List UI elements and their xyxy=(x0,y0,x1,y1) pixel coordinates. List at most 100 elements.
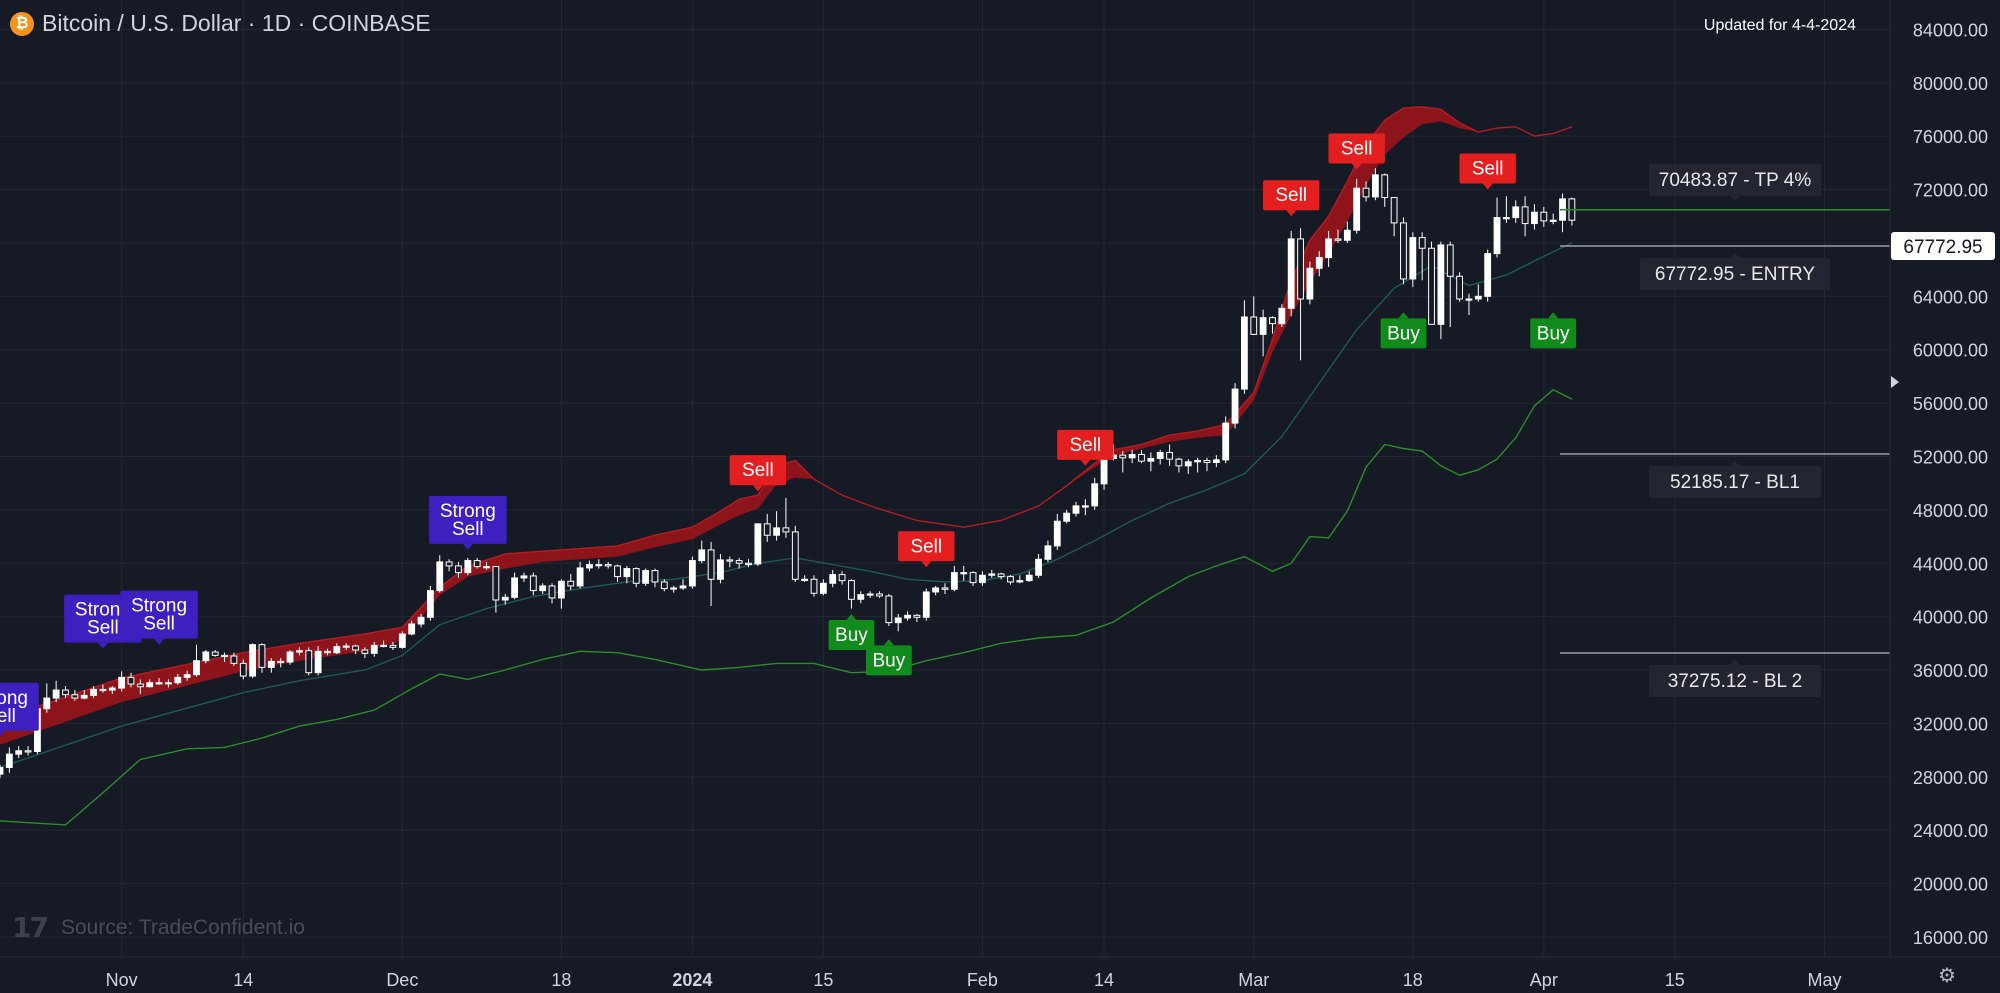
candle xyxy=(791,525,799,582)
candle xyxy=(389,642,397,651)
signal-buy[interactable]: Buy xyxy=(865,639,912,676)
signal-pointer xyxy=(1398,312,1409,319)
scale-arrow-icon[interactable] xyxy=(1891,376,1899,388)
candle-body-down xyxy=(324,650,331,654)
candle-body-down xyxy=(389,644,397,648)
candle-body-down xyxy=(660,581,668,590)
signal-pointer xyxy=(1482,183,1493,190)
signal-markers[interactable]: StrongSellStrongSellStrongSellStrongSell… xyxy=(0,133,1577,737)
signal-label: Sell xyxy=(1472,159,1504,180)
candle xyxy=(193,644,200,677)
candle-body-up xyxy=(1549,219,1557,222)
candle-body-down xyxy=(1521,206,1529,225)
candle xyxy=(1549,213,1557,225)
candle-body-up xyxy=(417,616,425,625)
x-tick-label: 18 xyxy=(551,970,571,990)
candle-body-down xyxy=(810,578,818,594)
last-price-label: 67772.95 xyxy=(1903,237,1982,258)
candle xyxy=(885,593,893,626)
candle-body-up xyxy=(5,753,13,768)
candle xyxy=(1362,181,1370,202)
candle xyxy=(286,650,294,665)
candle xyxy=(1381,173,1389,207)
level-entry[interactable]: 67772.95 - ENTRY xyxy=(1560,245,1890,290)
candle xyxy=(1315,250,1323,277)
candle xyxy=(1269,316,1276,334)
candle xyxy=(632,567,640,588)
candle xyxy=(1502,196,1510,223)
bitcoin-icon: ₿ xyxy=(10,11,34,36)
candle xyxy=(623,565,631,584)
candle-body-up xyxy=(314,650,322,674)
last-price-tag[interactable]: 67772.95 xyxy=(1891,231,1995,260)
candle xyxy=(829,569,837,588)
candle xyxy=(801,575,809,582)
chart-title-bar[interactable]: ₿ Bitcoin / U.S. Dollar · 1D · COINBASE xyxy=(10,10,431,37)
signal-sell[interactable]: Sell xyxy=(729,455,787,492)
x-tick-label: May xyxy=(1807,970,1841,990)
signal-label-line: Strong xyxy=(0,688,28,709)
candle-body-up xyxy=(866,593,874,596)
candle xyxy=(1091,477,1099,510)
y-tick-label: 64000.00 xyxy=(1913,287,1988,307)
candle-body-up xyxy=(1343,229,1351,241)
y-tick-label: 24000.00 xyxy=(1913,821,1988,841)
signal-buy[interactable]: Buy xyxy=(828,614,875,650)
signal-buy[interactable]: Buy xyxy=(1530,312,1577,349)
candle-body-down xyxy=(211,651,219,656)
candle-body-up xyxy=(557,580,565,599)
candle xyxy=(1371,168,1379,201)
candle-body-up xyxy=(801,578,809,581)
signal-sell[interactable]: Sell xyxy=(898,531,955,568)
level-bl1[interactable]: 52185.17 - BL1 xyxy=(1560,453,1890,499)
candle-body-up xyxy=(960,572,968,575)
middle-band-line xyxy=(0,242,1573,769)
candle-body-up xyxy=(15,750,23,755)
candle xyxy=(155,678,163,685)
candle xyxy=(894,613,902,632)
candle xyxy=(5,747,13,773)
signal-label-line: Strong xyxy=(440,501,496,522)
candle xyxy=(380,640,388,648)
signal-label-line: Sell xyxy=(910,536,942,557)
x-tick-label: Apr xyxy=(1530,970,1558,990)
signal-label-line: Sell xyxy=(1275,185,1307,206)
candle xyxy=(239,659,247,680)
signal-label: Sell xyxy=(742,460,774,481)
candle-body-down xyxy=(941,587,949,590)
candle-body-up xyxy=(595,564,603,567)
candle-body-up xyxy=(202,651,210,662)
candle xyxy=(52,680,60,703)
signal-sell[interactable]: Sell xyxy=(1262,180,1320,217)
settings-icon[interactable]: ⚙ xyxy=(1938,965,1956,987)
candle-body-down xyxy=(876,593,883,597)
candle-body-down xyxy=(1297,238,1304,300)
candle-body-up xyxy=(286,651,294,663)
candle xyxy=(969,571,977,586)
signal-buy[interactable]: Buy xyxy=(1380,312,1427,349)
candle xyxy=(726,556,734,568)
candle xyxy=(267,658,275,673)
candle xyxy=(922,588,930,621)
candle-body-up xyxy=(249,644,257,677)
signal-sell[interactable]: Sell xyxy=(1459,153,1516,190)
candle-body-down xyxy=(221,654,228,658)
candle xyxy=(417,613,425,628)
level-tp[interactable]: 70483.87 - TP 4% xyxy=(1560,163,1890,211)
candle xyxy=(492,565,500,613)
signal-sell[interactable]: Sell xyxy=(1328,133,1385,170)
signal-sell[interactable]: Sell xyxy=(1057,429,1114,466)
level-bl2[interactable]: 37275.12 - BL 2 xyxy=(1560,652,1890,698)
signal-box xyxy=(1328,133,1385,164)
candle-body-up xyxy=(1072,505,1080,514)
candle-body-up xyxy=(904,614,911,619)
candle-body-up xyxy=(623,568,631,578)
signal-label-line: Sell xyxy=(143,614,175,635)
candle xyxy=(127,672,135,688)
